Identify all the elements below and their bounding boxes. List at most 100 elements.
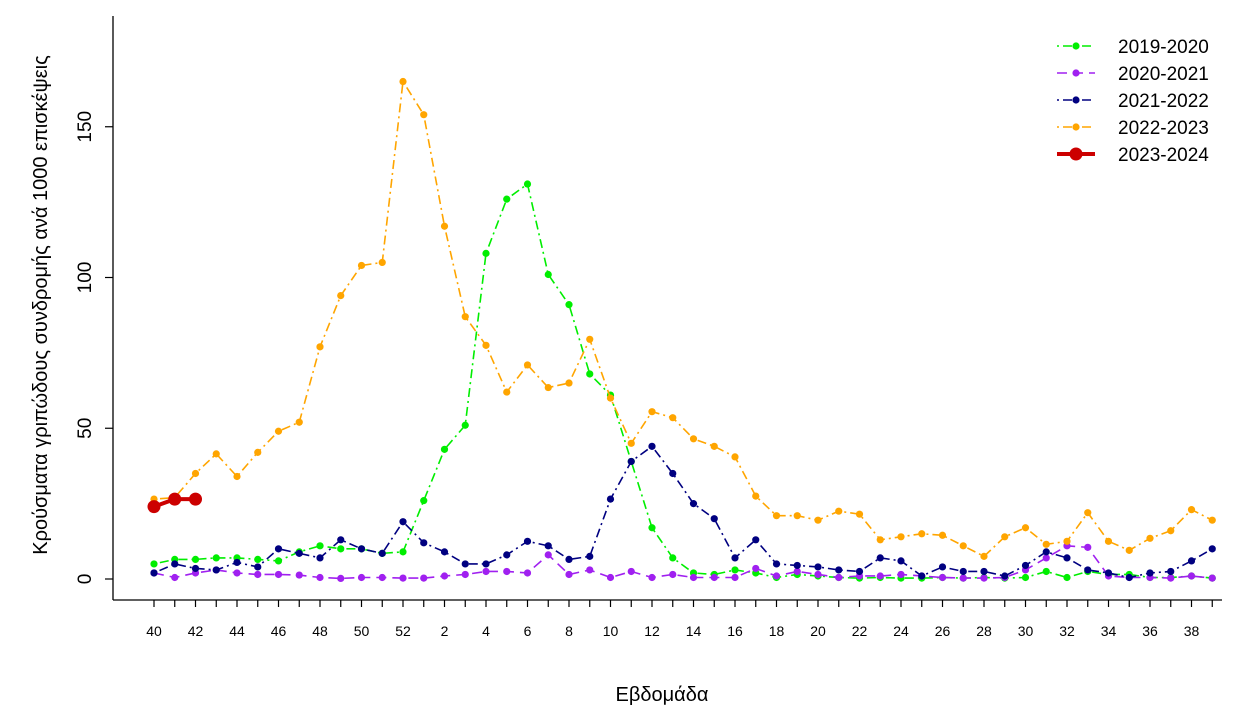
data-point [855, 567, 864, 576]
data-point [1042, 540, 1050, 548]
x-tick-label: 40 [146, 623, 162, 639]
data-point [1187, 506, 1196, 514]
data-point [1167, 567, 1175, 576]
data-point [1001, 533, 1009, 541]
x-tick-label: 38 [1184, 623, 1200, 639]
data-point [897, 557, 905, 565]
data-point [1187, 572, 1196, 580]
x-tick-label: 24 [893, 623, 909, 639]
x-tick-label: 42 [188, 623, 204, 639]
series-2021-2022 [150, 442, 1216, 582]
data-point [274, 557, 283, 565]
data-point [337, 536, 345, 544]
data-point [1084, 566, 1092, 574]
x-tick-label: 52 [395, 623, 411, 639]
data-point [565, 301, 573, 309]
data-point [440, 445, 449, 453]
data-point [378, 549, 386, 557]
x-tick-label: 14 [686, 623, 702, 639]
x-tick-label: 30 [1018, 623, 1034, 639]
data-point [1042, 567, 1050, 576]
y-tick-label: 0 [75, 574, 96, 585]
x-tick-label: 2 [441, 623, 449, 639]
data-point [544, 383, 552, 392]
data-point [420, 111, 428, 119]
data-point [399, 518, 407, 526]
data-point [731, 453, 739, 461]
data-point [150, 560, 158, 568]
data-point [233, 569, 241, 577]
series-layer [147, 77, 1216, 582]
data-point [212, 566, 220, 574]
data-point [503, 567, 511, 576]
data-point [1187, 557, 1196, 565]
data-point [1167, 574, 1175, 582]
data-point [523, 361, 532, 369]
data-point [752, 492, 760, 500]
x-tick-label: 18 [769, 623, 785, 639]
legend-marker [1072, 123, 1080, 131]
data-point [980, 567, 988, 576]
data-point [793, 512, 801, 520]
data-point [168, 492, 182, 506]
data-point [482, 567, 490, 576]
data-point [191, 469, 200, 478]
x-tick-label: 4 [482, 623, 490, 639]
data-point [233, 472, 241, 481]
data-point [648, 573, 656, 582]
data-point [461, 313, 469, 321]
data-point [523, 180, 532, 188]
data-point [503, 195, 511, 203]
data-point [1001, 572, 1009, 580]
data-point [337, 291, 345, 300]
data-point [147, 500, 161, 514]
data-point [191, 555, 200, 564]
data-point [710, 442, 718, 450]
series-line [153, 545, 1213, 580]
data-point [1104, 537, 1113, 545]
data-point [399, 574, 407, 582]
data-point [752, 536, 760, 544]
data-point [1167, 527, 1175, 535]
data-point [1063, 554, 1071, 562]
legend-marker [1072, 42, 1080, 50]
data-point [1125, 546, 1133, 554]
data-point [586, 370, 594, 378]
data-point [565, 570, 573, 579]
data-point [710, 573, 718, 582]
x-tick-label: 26 [935, 623, 951, 639]
data-point [1208, 516, 1216, 524]
data-point [254, 563, 262, 571]
data-point [337, 545, 345, 553]
data-point [876, 536, 884, 544]
data-point [772, 560, 781, 568]
data-point [814, 570, 822, 579]
data-point [1146, 569, 1154, 577]
data-point [565, 555, 573, 564]
data-point [669, 554, 677, 562]
data-point [814, 563, 822, 571]
data-point [669, 414, 677, 422]
data-point [212, 554, 220, 562]
data-point [295, 418, 303, 426]
data-point [1084, 543, 1092, 551]
data-point [731, 566, 739, 574]
legend-label: 2023-2024 [1118, 145, 1209, 166]
data-point [233, 558, 241, 567]
legend-marker [1069, 147, 1083, 161]
data-point [254, 555, 262, 564]
legend: 2019-2020 2020-2021 2021-2022 2022-2023 2023… [1057, 37, 1209, 166]
data-point [586, 566, 594, 574]
data-point [440, 548, 449, 556]
data-point [420, 497, 428, 505]
legend-marker [1072, 69, 1080, 77]
data-point [648, 442, 656, 450]
data-point [606, 495, 615, 503]
data-point [586, 335, 594, 343]
x-tick-label: 34 [1101, 623, 1117, 639]
data-point [274, 545, 283, 553]
data-point [1146, 534, 1154, 542]
x-tick-label: 8 [565, 623, 573, 639]
data-point [171, 560, 179, 568]
data-point [938, 531, 947, 539]
